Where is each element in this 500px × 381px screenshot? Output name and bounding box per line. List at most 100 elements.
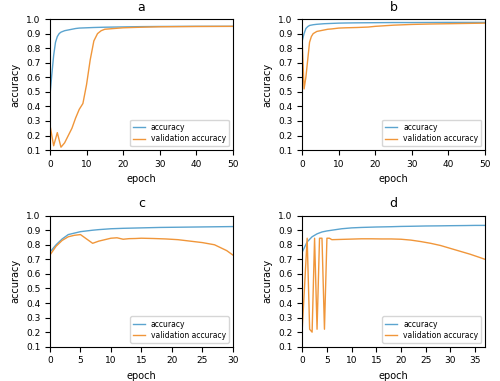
Line: accuracy: accuracy <box>302 22 485 41</box>
accuracy <box>408 224 414 229</box>
accuracy <box>334 227 340 232</box>
accuracy <box>309 234 315 239</box>
validation accuracy <box>378 237 384 241</box>
validation accuracy <box>482 257 488 262</box>
accuracy <box>206 224 212 229</box>
validation accuracy <box>50 144 56 148</box>
accuracy <box>446 20 452 25</box>
validation accuracy <box>304 236 310 240</box>
Legend: accuracy, validation accuracy: accuracy, validation accuracy <box>382 120 481 146</box>
validation accuracy <box>96 239 102 243</box>
accuracy <box>304 24 310 29</box>
validation accuracy <box>303 75 309 80</box>
validation accuracy <box>306 40 312 45</box>
validation accuracy <box>332 26 338 31</box>
validation accuracy <box>309 330 315 335</box>
accuracy <box>230 224 236 229</box>
accuracy <box>303 26 309 31</box>
validation accuracy <box>87 58 93 62</box>
accuracy <box>482 223 488 228</box>
validation accuracy <box>53 244 59 248</box>
Title: b: b <box>390 1 398 14</box>
accuracy <box>66 28 71 32</box>
validation accuracy <box>120 26 126 30</box>
accuracy <box>374 225 380 229</box>
accuracy <box>372 21 378 25</box>
accuracy <box>132 226 138 230</box>
validation accuracy <box>321 28 327 32</box>
validation accuracy <box>314 327 320 331</box>
accuracy <box>324 229 330 233</box>
accuracy <box>78 229 84 234</box>
accuracy <box>91 25 97 30</box>
accuracy <box>304 240 310 244</box>
accuracy <box>50 53 56 58</box>
validation accuracy <box>150 236 156 241</box>
validation accuracy <box>477 255 483 260</box>
accuracy <box>56 31 62 36</box>
accuracy <box>120 25 126 29</box>
Y-axis label: accuracy: accuracy <box>262 259 272 303</box>
validation accuracy <box>98 29 104 33</box>
accuracy <box>138 24 144 29</box>
validation accuracy <box>368 237 374 241</box>
accuracy <box>390 20 396 25</box>
accuracy <box>319 230 325 234</box>
accuracy <box>314 232 320 236</box>
accuracy <box>422 224 428 228</box>
accuracy <box>102 227 108 232</box>
accuracy <box>52 40 59 45</box>
validation accuracy <box>224 248 230 253</box>
validation accuracy <box>306 327 312 331</box>
validation accuracy <box>310 31 316 36</box>
validation accuracy <box>47 123 53 128</box>
Legend: accuracy, validation accuracy: accuracy, validation accuracy <box>382 317 481 343</box>
accuracy <box>90 228 96 232</box>
validation accuracy <box>69 126 75 131</box>
accuracy <box>325 21 331 26</box>
validation accuracy <box>446 21 452 26</box>
validation accuracy <box>163 237 169 241</box>
accuracy <box>358 225 364 230</box>
accuracy <box>230 24 236 29</box>
accuracy <box>76 26 82 30</box>
validation accuracy <box>427 22 433 26</box>
validation accuracy <box>344 237 349 242</box>
Line: accuracy: accuracy <box>50 26 233 95</box>
accuracy <box>472 223 478 228</box>
validation accuracy <box>54 130 60 135</box>
validation accuracy <box>322 327 328 331</box>
validation accuracy <box>398 237 404 242</box>
Legend: accuracy, validation accuracy: accuracy, validation accuracy <box>130 317 229 343</box>
accuracy <box>102 25 108 29</box>
accuracy <box>120 226 126 231</box>
validation accuracy <box>299 40 305 45</box>
validation accuracy <box>80 101 86 106</box>
validation accuracy <box>354 25 360 30</box>
validation accuracy <box>409 22 415 27</box>
validation accuracy <box>336 26 342 30</box>
accuracy <box>301 31 307 36</box>
validation accuracy <box>318 29 324 33</box>
validation accuracy <box>84 82 89 87</box>
Line: validation accuracy: validation accuracy <box>50 26 233 147</box>
accuracy <box>72 26 78 31</box>
validation accuracy <box>334 237 340 242</box>
validation accuracy <box>304 58 310 62</box>
validation accuracy <box>126 236 132 241</box>
validation accuracy <box>91 38 97 43</box>
validation accuracy <box>62 141 68 145</box>
validation accuracy <box>358 237 364 241</box>
accuracy <box>181 225 187 229</box>
X-axis label: epoch: epoch <box>378 371 408 381</box>
validation accuracy <box>299 327 305 331</box>
validation accuracy <box>193 24 199 29</box>
accuracy <box>54 34 60 39</box>
accuracy <box>329 228 335 232</box>
accuracy <box>58 30 64 34</box>
validation accuracy <box>388 237 394 241</box>
validation accuracy <box>458 249 464 254</box>
validation accuracy <box>230 253 236 257</box>
accuracy <box>193 24 199 29</box>
Line: validation accuracy: validation accuracy <box>302 23 485 89</box>
